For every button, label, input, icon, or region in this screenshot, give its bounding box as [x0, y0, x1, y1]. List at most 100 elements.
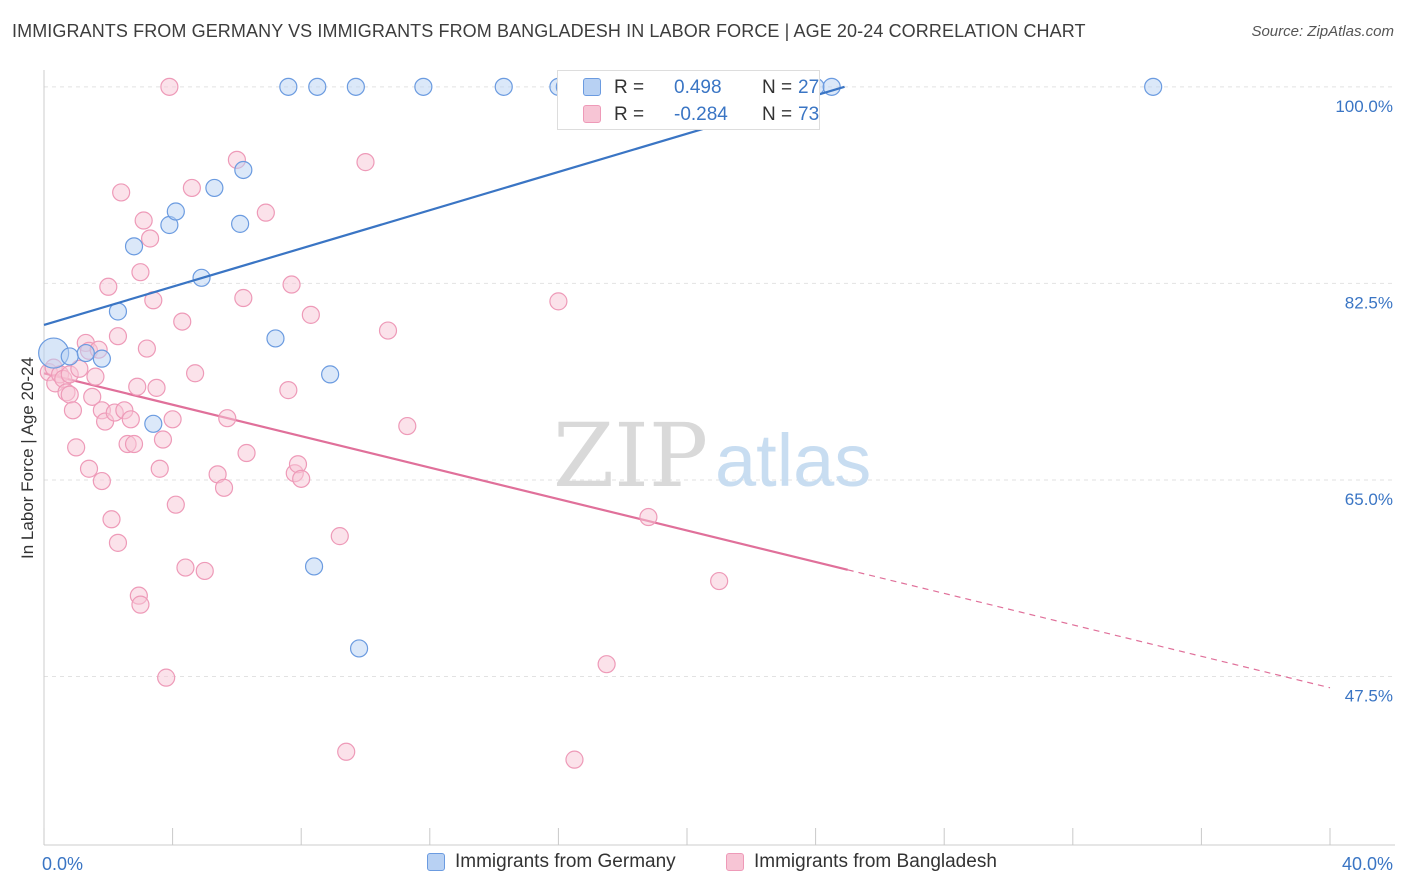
point-bangladesh [597, 655, 616, 674]
legend-swatch-germany [427, 853, 445, 871]
point-bangladesh [63, 401, 83, 420]
point-bangladesh [337, 742, 356, 761]
stats-n-value: 73 [798, 104, 820, 125]
point-bangladesh [134, 211, 153, 230]
point-bangladesh [128, 377, 147, 396]
point-bangladesh [124, 434, 144, 454]
point-germany [166, 202, 185, 221]
point-bangladesh [108, 533, 128, 552]
legend-label-bangladesh: Immigrants from Bangladesh [754, 851, 997, 872]
legend-label-germany: Immigrants from Germany [455, 851, 676, 872]
point-germany [1144, 77, 1163, 96]
y-tick-label: 65.0% [1345, 490, 1393, 509]
point-bangladesh [112, 183, 131, 202]
point-germany [279, 77, 298, 96]
point-bangladesh [108, 327, 128, 346]
point-bangladesh [214, 478, 234, 497]
chart-title: IMMIGRANTS FROM GERMANY VS IMMIGRANTS FR… [12, 21, 1086, 41]
point-germany [494, 77, 513, 96]
axes [43, 70, 1395, 846]
point-bangladesh [147, 378, 166, 397]
stats-swatch-germany [583, 78, 601, 96]
watermark: ZIP atlas [553, 404, 871, 507]
stats-n-label: N = [762, 77, 793, 98]
point-bangladesh [256, 203, 275, 222]
stats-r-value: 0.498 [674, 77, 722, 98]
point-bangladesh [173, 312, 192, 331]
stats-r-label: R = [614, 77, 645, 98]
point-bangladesh [157, 668, 176, 687]
point-bangladesh [195, 561, 214, 581]
trend-line-bangladesh-solid [43, 372, 849, 571]
watermark-atlas: atlas [715, 419, 871, 502]
point-bangladesh [131, 595, 150, 614]
point-bangladesh [639, 507, 658, 527]
point-germany [231, 214, 250, 233]
point-bangladesh [160, 77, 179, 96]
stats-r-value: -0.284 [674, 104, 728, 125]
point-bangladesh [356, 153, 375, 172]
point-bangladesh [137, 339, 156, 358]
point-bangladesh [92, 471, 111, 491]
point-bangladesh [282, 275, 301, 294]
point-bangladesh [218, 409, 237, 428]
point-bangladesh [710, 571, 729, 591]
point-bangladesh [86, 367, 105, 386]
point-bangladesh [60, 385, 79, 404]
point-bangladesh [121, 410, 140, 429]
point-bangladesh [292, 469, 311, 488]
point-bangladesh [565, 750, 584, 769]
point-bangladesh [102, 510, 121, 529]
legend-item-germany[interactable]: Immigrants from Germany [427, 851, 676, 873]
watermark-zip: ZIP [553, 404, 708, 507]
point-bangladesh [176, 558, 195, 577]
point-bangladesh [79, 459, 99, 478]
legend-swatch-bangladesh [726, 853, 744, 871]
point-germany [144, 414, 163, 433]
point-bangladesh [99, 277, 118, 296]
point-bangladesh [83, 387, 102, 406]
point-germany [414, 77, 433, 96]
source-label: Source: ZipAtlas.com [1251, 23, 1394, 40]
point-germany [76, 343, 95, 363]
point-germany [321, 365, 340, 384]
y-tick-label: 82.5% [1345, 293, 1393, 312]
point-bangladesh [131, 263, 150, 282]
point-bangladesh [166, 495, 185, 514]
point-germany [234, 160, 253, 180]
stats-swatch-bangladesh [583, 105, 601, 123]
point-bangladesh [182, 178, 201, 198]
point-germany [266, 329, 285, 348]
y-tick-labels: 47.5% 65.0% 82.5% 100.0% [1335, 97, 1393, 706]
point-germany [304, 557, 324, 576]
point-germany [92, 349, 111, 368]
point-bangladesh [163, 410, 182, 429]
point-germany [205, 178, 224, 198]
point-bangladesh [67, 438, 86, 457]
stats-n-label: N = [762, 104, 793, 125]
point-bangladesh [70, 359, 89, 378]
point-germany [308, 77, 327, 96]
trend-line-bangladesh-dashed [847, 569, 1331, 689]
y-tick-label: 47.5% [1345, 687, 1393, 706]
x-tick-label: 40.0% [1342, 854, 1393, 874]
y-axis-label: In Labor Force | Age 20-24 [18, 357, 37, 559]
stats-r-label: R = [614, 104, 645, 125]
point-bangladesh [549, 292, 568, 311]
point-bangladesh [234, 288, 253, 308]
point-germany [60, 347, 79, 366]
point-germany [346, 77, 365, 96]
point-bangladesh [186, 364, 205, 383]
x-tick-labels: 0.0% 40.0% [42, 854, 1393, 874]
series-bangladesh [39, 77, 729, 769]
trend-line-bangladesh [43, 372, 1331, 689]
legend-item-bangladesh[interactable]: Immigrants from Bangladesh [726, 851, 997, 873]
point-bangladesh [330, 527, 349, 546]
point-bangladesh [237, 443, 256, 463]
point-bangladesh [279, 381, 298, 400]
point-germany [124, 237, 144, 256]
point-bangladesh [301, 305, 320, 324]
point-bangladesh [378, 321, 398, 340]
x-tick-label: 0.0% [42, 854, 83, 874]
